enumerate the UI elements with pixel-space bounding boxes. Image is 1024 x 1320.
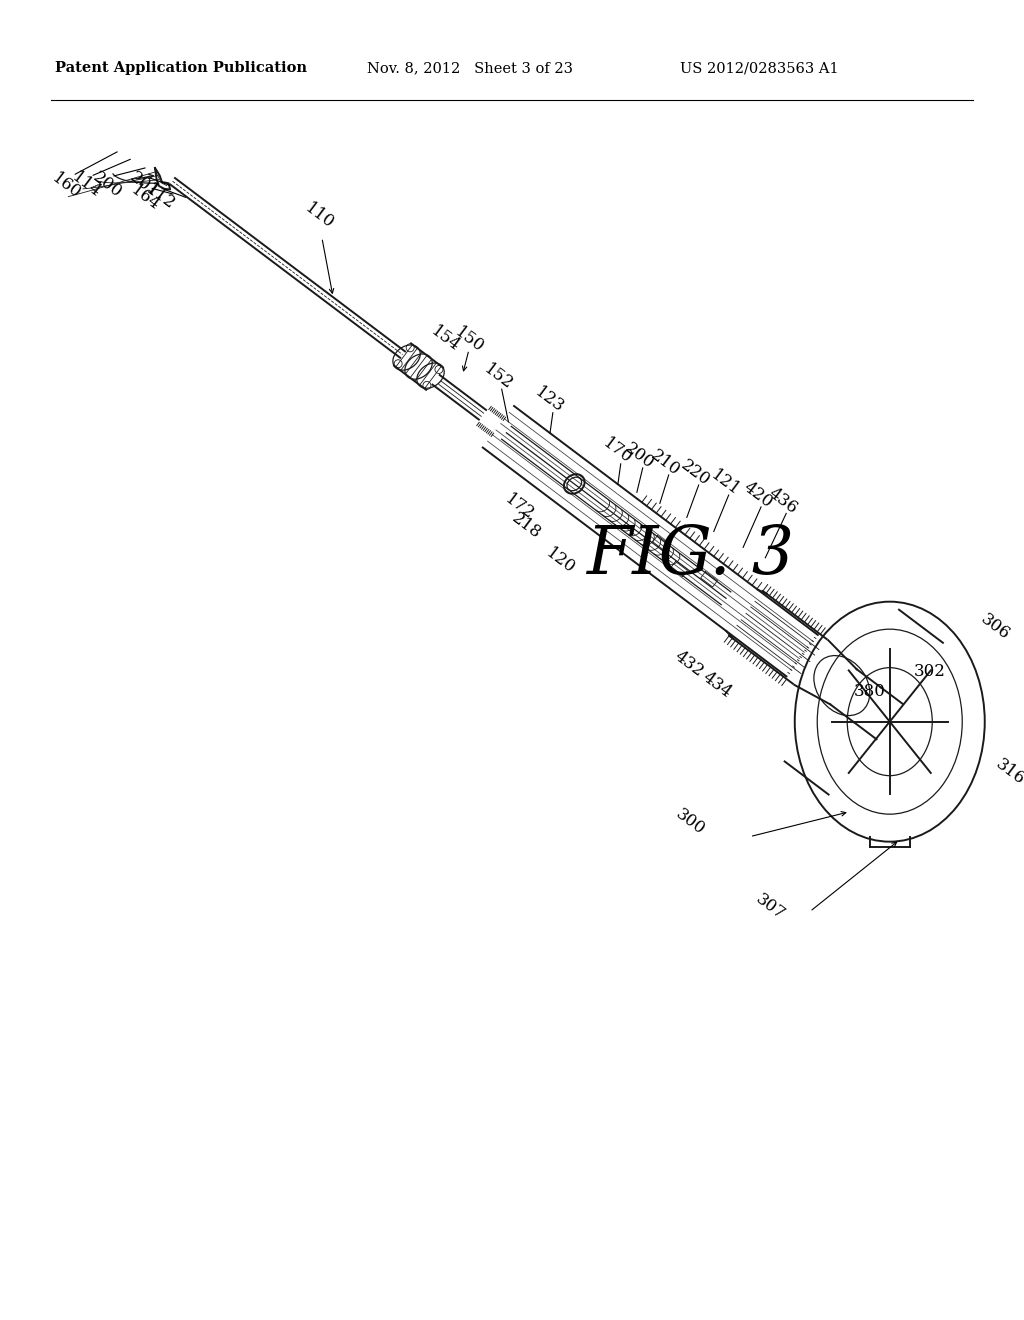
Text: 114: 114 [69, 169, 103, 201]
Text: 120: 120 [543, 545, 578, 577]
Text: 220: 220 [678, 457, 714, 488]
Text: 160: 160 [48, 170, 84, 202]
Text: 302: 302 [913, 663, 946, 680]
Text: 112: 112 [142, 181, 178, 214]
Text: 380: 380 [854, 684, 886, 700]
Text: 110: 110 [301, 201, 337, 232]
Text: 123: 123 [531, 384, 567, 417]
Text: 201: 201 [127, 169, 163, 202]
Text: 200: 200 [622, 440, 657, 471]
Text: 154: 154 [428, 323, 463, 355]
Text: Patent Application Publication: Patent Application Publication [55, 61, 307, 75]
Text: 152: 152 [480, 360, 516, 393]
Text: 306: 306 [977, 610, 1013, 643]
Text: 420: 420 [740, 478, 776, 511]
Text: 307: 307 [752, 890, 787, 923]
Text: 434: 434 [699, 669, 734, 702]
Text: 164: 164 [127, 182, 163, 214]
Text: 121: 121 [708, 466, 743, 499]
Text: 316: 316 [992, 755, 1024, 788]
Text: 210: 210 [648, 446, 683, 479]
Text: 200: 200 [89, 169, 125, 201]
Text: 300: 300 [672, 805, 708, 838]
Text: 432: 432 [671, 648, 707, 681]
Text: FIG. 3: FIG. 3 [586, 523, 794, 587]
Text: Nov. 8, 2012   Sheet 3 of 23: Nov. 8, 2012 Sheet 3 of 23 [367, 61, 573, 75]
Text: US 2012/0283563 A1: US 2012/0283563 A1 [680, 61, 839, 75]
Text: 170: 170 [600, 436, 636, 467]
Text: 172: 172 [501, 491, 537, 524]
Text: 150: 150 [452, 323, 487, 356]
Text: 436: 436 [765, 484, 801, 517]
Text: 218: 218 [509, 510, 545, 543]
